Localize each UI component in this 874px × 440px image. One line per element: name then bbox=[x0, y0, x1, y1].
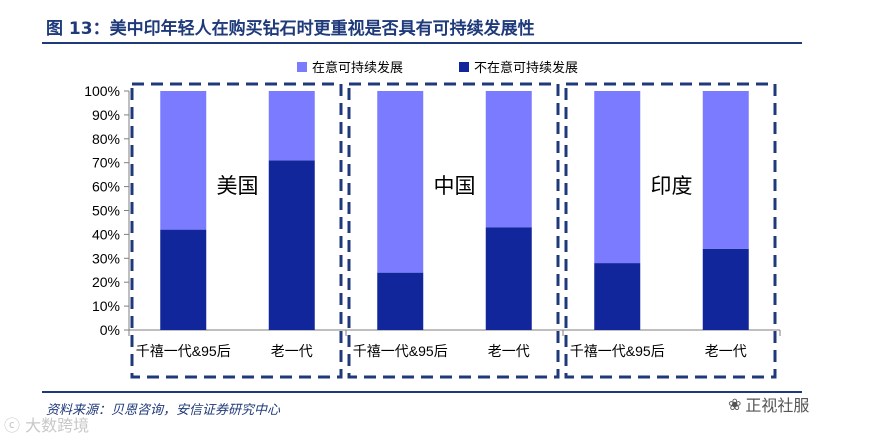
x-tick-label: 千禧一代&95后 bbox=[353, 343, 448, 359]
y-tick-label: 40% bbox=[92, 226, 120, 242]
y-tick-label: 70% bbox=[92, 155, 120, 171]
x-tick-label: 千禧一代&95后 bbox=[570, 343, 665, 359]
legend-label: 在意可持续发展 bbox=[312, 60, 403, 75]
bar-segment-not-care bbox=[377, 272, 424, 330]
watermark-left: ⓒ 大数跨境 bbox=[4, 412, 89, 436]
bar-segment-care bbox=[485, 91, 532, 228]
y-tick-label: 20% bbox=[92, 274, 120, 290]
watermark-right: ❀ 正视社服 bbox=[728, 392, 809, 416]
group-label: 印度 bbox=[651, 175, 693, 198]
y-tick-label: 100% bbox=[84, 83, 120, 99]
bar-segment-care bbox=[702, 91, 749, 249]
page-title: 图 13：美中印年轻人在购买钻石时更重视是否具有可持续发展性 bbox=[46, 19, 535, 39]
bar-segment-care bbox=[268, 91, 315, 161]
y-tick-label: 30% bbox=[92, 250, 120, 266]
bar-segment-not-care bbox=[485, 227, 532, 330]
footer-divider bbox=[42, 391, 802, 393]
y-tick-label: 50% bbox=[92, 203, 120, 219]
x-tick-label: 老一代 bbox=[488, 343, 530, 359]
bar-segment-not-care bbox=[268, 160, 315, 330]
bar-segment-care bbox=[160, 91, 207, 230]
legend-swatch bbox=[297, 62, 307, 72]
legend-swatch bbox=[459, 62, 469, 72]
legend-label: 不在意可持续发展 bbox=[474, 60, 578, 75]
y-tick-label: 90% bbox=[92, 107, 120, 123]
watermark-left-text: 大数跨境 bbox=[25, 416, 90, 435]
bar-segment-not-care bbox=[160, 229, 207, 330]
y-tick-label: 0% bbox=[100, 322, 120, 338]
source-note: 资料来源：贝恩咨询，安信证券研究中心 bbox=[46, 403, 281, 418]
watermark-logo-icon: ⓒ bbox=[4, 416, 21, 435]
bar-segment-care bbox=[594, 91, 641, 264]
wechat-icon: ❀ bbox=[728, 394, 742, 414]
y-tick-label: 60% bbox=[92, 179, 120, 195]
group-frame bbox=[564, 82, 777, 379]
group-label: 中国 bbox=[434, 175, 476, 198]
title-divider bbox=[42, 42, 802, 44]
x-tick-label: 千禧一代&95后 bbox=[136, 343, 231, 359]
y-tick-label: 80% bbox=[92, 131, 120, 147]
group-frame bbox=[347, 82, 560, 379]
x-tick-label: 老一代 bbox=[271, 343, 313, 359]
group-frame bbox=[130, 82, 343, 379]
bar-segment-not-care bbox=[594, 263, 641, 330]
bar-segment-care bbox=[377, 91, 424, 273]
watermark-right-text: 正视社服 bbox=[745, 396, 810, 415]
group-label: 美国 bbox=[217, 175, 259, 198]
y-tick-label: 10% bbox=[92, 298, 120, 314]
x-tick-label: 老一代 bbox=[705, 343, 747, 359]
bar-segment-not-care bbox=[702, 248, 749, 330]
